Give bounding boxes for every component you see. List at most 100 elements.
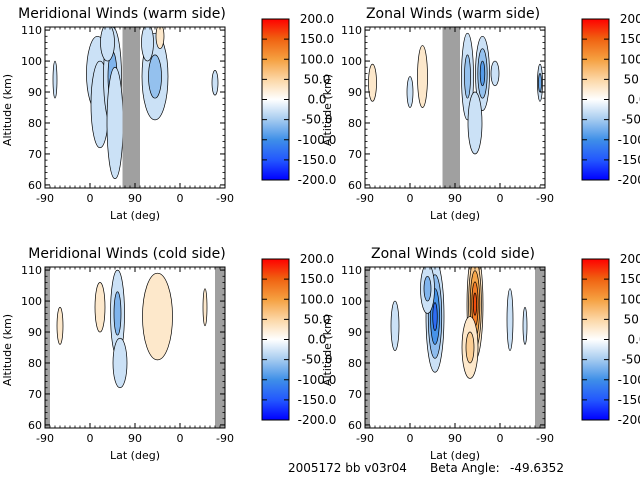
y-tick-label: 90 (348, 326, 362, 339)
x-tick-label: 0 (497, 432, 504, 445)
x-tick-label: 0 (497, 192, 504, 205)
contour-region (473, 292, 477, 316)
contour-region (141, 27, 154, 62)
colorbar-tick-label: 0.0 (627, 333, 640, 347)
y-tick-label: 110 (341, 24, 362, 37)
chart-title: Zonal Winds (warm side) (366, 6, 540, 22)
contour-region (56, 306, 64, 345)
y-axis-label: Altitude (km) (321, 314, 334, 386)
masked-band (365, 267, 370, 428)
y-tick-label: 60 (348, 179, 362, 192)
contour-region (506, 288, 514, 351)
y-tick-label: 80 (28, 117, 42, 130)
x-tick-label: -90 (536, 192, 554, 205)
colorbar-tick-label: 100.0 (300, 52, 334, 66)
panel-zonal-cold: Zonal Winds (cold side) Altitude (km) La… (321, 246, 640, 462)
x-axis-label: Lat (deg) (110, 209, 160, 222)
chart-title: Zonal Winds (cold side) (371, 246, 535, 262)
panel-zonal-warm: Zonal Winds (warm side) Altitude (km) La… (321, 6, 640, 222)
colorbar-tick-label: -50.0 (621, 113, 640, 127)
contour-region (202, 288, 208, 327)
y-tick-label: 70 (28, 388, 42, 401)
colorbar-tick-label: -200.0 (298, 173, 337, 187)
x-axis-label: Lat (deg) (430, 209, 480, 222)
y-tick-label: 90 (28, 326, 42, 339)
contour-region (479, 60, 486, 87)
x-tick-label: -90 (356, 192, 374, 205)
y-tick-label: 100 (341, 295, 362, 308)
footer-beta-label: Beta Angle: (430, 461, 500, 475)
x-tick-label: -90 (356, 432, 374, 445)
contour-region (368, 63, 377, 102)
y-tick-label: 70 (348, 388, 362, 401)
footer-beta-value: -49.6352 (510, 461, 564, 475)
colorbar-tick-label: 150.0 (620, 32, 640, 46)
colorbar-tick-label: -200.0 (618, 173, 640, 187)
y-tick-label: 70 (348, 148, 362, 161)
colorbar-tick-label: 0.0 (307, 93, 326, 107)
contour-region (390, 300, 400, 351)
colorbar-tick-label: 200.0 (300, 252, 334, 266)
x-tick-label: -90 (36, 432, 54, 445)
x-tick-label: -90 (216, 192, 234, 205)
y-tick-label: 100 (21, 295, 42, 308)
field (368, 27, 543, 188)
plot-area (365, 267, 545, 428)
masked-band (535, 267, 545, 428)
footer-id: 2005172 bb v03r04 (288, 461, 407, 475)
x-tick-label: 0 (407, 192, 414, 205)
y-tick-label: 100 (341, 55, 362, 68)
contour-region (467, 91, 483, 155)
y-tick-label: 100 (21, 55, 42, 68)
colorbar-tick-label: -200.0 (618, 413, 640, 427)
x-axis-label: Lat (deg) (430, 449, 480, 462)
colorbar-tick-label: 100.0 (620, 52, 640, 66)
x-tick-label: 90 (448, 192, 462, 205)
field (45, 267, 225, 428)
masked-band (442, 27, 460, 188)
y-tick-label: 80 (28, 357, 42, 370)
panel-meridional-cold: Meridional Winds (cold side) Altitude (k… (1, 246, 336, 462)
colorbar-tick-label: 0.0 (307, 333, 326, 347)
y-tick-label: 60 (28, 419, 42, 432)
x-tick-label: 90 (448, 432, 462, 445)
x-tick-label: 0 (177, 192, 184, 205)
y-tick-label: 70 (28, 148, 42, 161)
y-tick-label: 80 (348, 117, 362, 130)
contour-region (432, 302, 438, 331)
contour-region (490, 60, 500, 87)
contour-region (52, 60, 58, 99)
contour-region (464, 54, 471, 99)
colorbar-tick-label: 50.0 (304, 312, 331, 326)
contour-region (423, 275, 432, 302)
y-tick-label: 110 (21, 24, 42, 37)
colorbar-tick-label: -50.0 (301, 353, 332, 367)
contour-region (406, 76, 414, 108)
colorbar-tick-label: -50.0 (621, 353, 640, 367)
contour-region (211, 69, 219, 96)
colorbar-tick-label: 100.0 (620, 292, 640, 306)
chart-title: Meridional Winds (cold side) (28, 246, 226, 262)
colorbar-tick-label: 50.0 (624, 312, 640, 326)
contour-region (417, 45, 428, 108)
footer: 2005172 bb v03r04 Beta Angle: -49.6352 (288, 461, 564, 475)
contour-region (522, 306, 528, 345)
masked-band (45, 267, 50, 428)
field (52, 27, 219, 188)
colorbar-tick-label: 50.0 (304, 72, 331, 86)
colorbar-tick-label: 150.0 (300, 272, 334, 286)
y-axis-label: Altitude (km) (321, 74, 334, 146)
colorbar-tick-label: 200.0 (620, 252, 640, 266)
y-tick-label: 90 (348, 86, 362, 99)
x-tick-label: 90 (128, 432, 142, 445)
contour-region (113, 291, 122, 336)
contour-region (100, 27, 115, 62)
y-axis-label: Altitude (km) (1, 74, 14, 146)
colorbar-tick-label: -150.0 (298, 153, 337, 167)
colorbar-tick-label: -50.0 (301, 113, 332, 127)
x-tick-label: -90 (36, 192, 54, 205)
x-tick-label: -90 (536, 432, 554, 445)
colorbar-tick-label: -200.0 (298, 413, 337, 427)
colorbar-tick-label: 200.0 (620, 12, 640, 26)
x-tick-label: 0 (407, 432, 414, 445)
